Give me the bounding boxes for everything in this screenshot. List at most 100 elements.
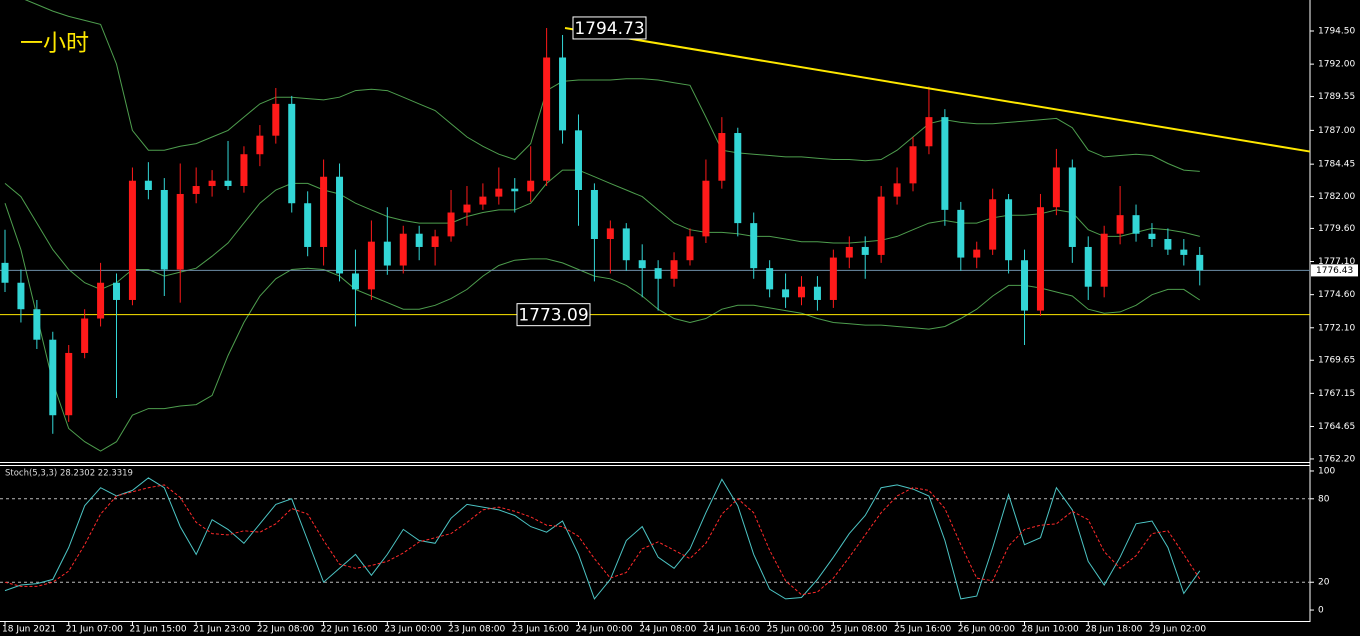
y-tick-label: 1774.60: [1318, 290, 1355, 300]
candle-body: [447, 212, 455, 237]
candle-body: [670, 260, 678, 279]
x-tick-label: 24 Jun 16:00: [703, 625, 760, 635]
candle-body: [33, 309, 41, 340]
candle-body: [272, 103, 280, 136]
candle-body: [240, 154, 248, 187]
y-tick-label: 1769.65: [1318, 356, 1355, 366]
candle-body: [989, 199, 997, 250]
candle-body: [543, 57, 551, 181]
candle-body: [957, 209, 965, 258]
y-tick-label: 1789.55: [1318, 92, 1355, 102]
candle-body: [798, 286, 805, 298]
y-tick-label: 1762.20: [1318, 454, 1355, 464]
candle-body: [1116, 215, 1124, 234]
trendline: [564, 26, 1311, 153]
candle-body: [861, 246, 869, 255]
x-tick-label: 29 Jun 02:00: [1149, 625, 1206, 635]
candle-body: [718, 133, 726, 181]
candle-body: [208, 180, 216, 187]
candle-body: [1180, 249, 1188, 255]
price-label-box: [516, 303, 591, 327]
candle-body: [351, 273, 359, 290]
x-tick-label: 23 Jun 16:00: [512, 625, 569, 635]
x-tick-label: 22 Jun 16:00: [321, 625, 378, 635]
candle-body: [925, 117, 933, 147]
candle-body: [304, 203, 312, 247]
candle-body: [1005, 199, 1013, 261]
y-tick-label: 1794.50: [1318, 27, 1355, 37]
y-tick-label: 0: [1318, 606, 1324, 616]
candle-body: [367, 241, 375, 290]
candle-body: [17, 282, 25, 310]
x-tick-label: 25 Jun 16:00: [894, 625, 951, 635]
candle-body: [463, 204, 471, 213]
candle-body: [256, 135, 264, 155]
chart-title: 一小时: [20, 31, 89, 57]
y-tick-label: 1777.10: [1318, 257, 1355, 267]
candle-body: [1148, 233, 1156, 240]
candle-body: [734, 133, 742, 224]
candle-body: [288, 103, 296, 204]
candle-body: [65, 352, 73, 416]
candle-body: [1164, 239, 1172, 250]
candle-body: [1052, 167, 1060, 208]
candle-body: [479, 196, 487, 205]
candle-body: [941, 117, 949, 210]
y-tick-label: 1787.00: [1318, 126, 1355, 136]
candle-body: [97, 282, 105, 319]
candle-body: [176, 193, 184, 270]
y-tick-label: 80: [1318, 494, 1330, 504]
candle-body: [877, 196, 885, 255]
current-price-label: 1776.43: [1316, 266, 1353, 276]
candle-body: [829, 257, 837, 300]
candle-body: [399, 233, 407, 266]
y-tick-label: 1772.10: [1318, 323, 1355, 333]
candle-body: [144, 180, 152, 190]
y-tick-label: 100: [1318, 466, 1335, 476]
price-label: 1773.09: [518, 306, 588, 326]
candle-body: [766, 268, 774, 290]
y-tick-label: 1784.45: [1318, 160, 1355, 170]
candle-body: [1100, 233, 1108, 287]
x-tick-label: 25 Jun 00:00: [767, 625, 824, 635]
indicator-title: Stoch(5,3,3) 28.2302 22.3319: [5, 469, 133, 479]
candle-body: [1068, 167, 1076, 247]
y-tick-label: 1779.60: [1318, 224, 1355, 234]
y-tick-label: 1792.00: [1318, 60, 1355, 70]
bollinger-band: [4, 203, 1201, 452]
stoch-line: [4, 477, 1201, 600]
candle-body: [383, 241, 391, 266]
x-tick-label: 21 Jun 07:00: [66, 625, 123, 635]
candle-body: [686, 236, 694, 261]
candle-body: [622, 228, 630, 261]
candle-body: [559, 57, 567, 131]
candle-body: [160, 189, 168, 270]
y-tick-label: 1767.15: [1318, 389, 1355, 399]
candle-body: [1132, 215, 1140, 234]
x-tick-label: 26 Jun 00:00: [958, 625, 1015, 635]
y-tick-label: 20: [1318, 578, 1330, 588]
candle-body: [574, 130, 582, 190]
x-tick-label: 28 Jun 18:00: [1085, 625, 1142, 635]
candle-body: [813, 286, 821, 300]
candle-body: [590, 189, 598, 240]
candle-body: [320, 176, 328, 247]
candle-body: [495, 188, 503, 197]
candle-body: [845, 246, 853, 258]
x-tick-label: 21 Jun 23:00: [193, 625, 250, 635]
candle-body: [973, 249, 981, 258]
x-tick-label: 23 Jun 00:00: [384, 625, 441, 635]
candle-body: [638, 260, 646, 269]
candle-body: [606, 228, 614, 240]
candle-body: [192, 186, 200, 194]
y-tick-label: 1782.00: [1318, 192, 1355, 202]
candle-body: [336, 176, 344, 274]
candle-body: [128, 180, 136, 300]
candle-body: [431, 236, 439, 247]
candle-body: [49, 339, 57, 416]
bollinger-band: [24, 0, 1200, 172]
x-tick-label: 18 Jun 2021: [2, 625, 56, 635]
candle-body: [893, 183, 901, 197]
candle-body: [1036, 207, 1044, 311]
